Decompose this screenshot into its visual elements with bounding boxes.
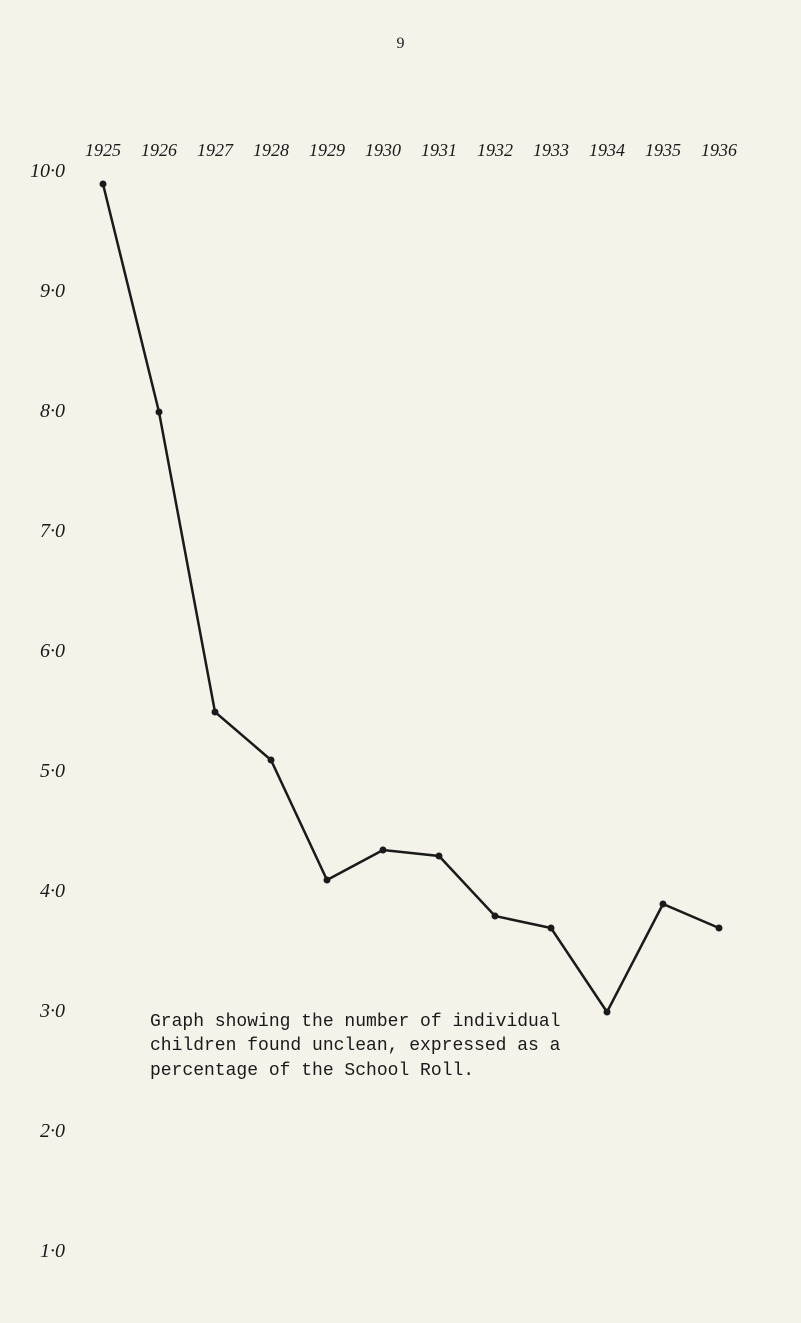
- y-label-50: 5·0: [15, 760, 65, 783]
- x-label-1926: 1926: [131, 140, 187, 161]
- y-label-10: 1·0: [15, 1240, 65, 1263]
- page-number: 9: [397, 35, 405, 53]
- x-label-1928: 1928: [243, 140, 299, 161]
- data-point-1931: [436, 853, 443, 860]
- x-label-1931: 1931: [411, 140, 467, 161]
- x-label-1930: 1930: [355, 140, 411, 161]
- x-label-1933: 1933: [523, 140, 579, 161]
- y-label-80: 8·0: [15, 400, 65, 423]
- y-label-60: 6·0: [15, 640, 65, 663]
- data-point-1927: [212, 709, 219, 716]
- x-label-1927: 1927: [187, 140, 243, 161]
- data-point-1935: [660, 901, 667, 908]
- chart-caption: Graph showing the number of individual c…: [150, 1010, 570, 1083]
- data-point-1926: [156, 409, 163, 416]
- data-point-1925: [100, 181, 107, 188]
- y-label-90: 9·0: [15, 280, 65, 303]
- data-point-1929: [324, 877, 331, 884]
- x-label-1932: 1932: [467, 140, 523, 161]
- data-point-1933: [548, 925, 555, 932]
- y-label-30: 3·0: [15, 1000, 65, 1023]
- x-label-1929: 1929: [299, 140, 355, 161]
- y-label-40: 4·0: [15, 880, 65, 903]
- chart-line: [103, 184, 719, 1012]
- y-label-100: 10·0: [15, 160, 65, 183]
- x-label-1936: 1936: [691, 140, 747, 161]
- data-point-1928: [268, 757, 275, 764]
- data-point-1936: [716, 925, 723, 932]
- chart-container: 1925 1926 1927 1928 1929 1930 1931 1932 …: [50, 160, 750, 1260]
- data-point-1932: [492, 913, 499, 920]
- y-label-70: 7·0: [15, 520, 65, 543]
- data-point-1934: [604, 1009, 611, 1016]
- x-label-1934: 1934: [579, 140, 635, 161]
- x-label-1935: 1935: [635, 140, 691, 161]
- data-point-1930: [380, 847, 387, 854]
- y-label-20: 2·0: [15, 1120, 65, 1143]
- x-label-1925: 1925: [75, 140, 131, 161]
- chart-svg: [80, 160, 760, 1060]
